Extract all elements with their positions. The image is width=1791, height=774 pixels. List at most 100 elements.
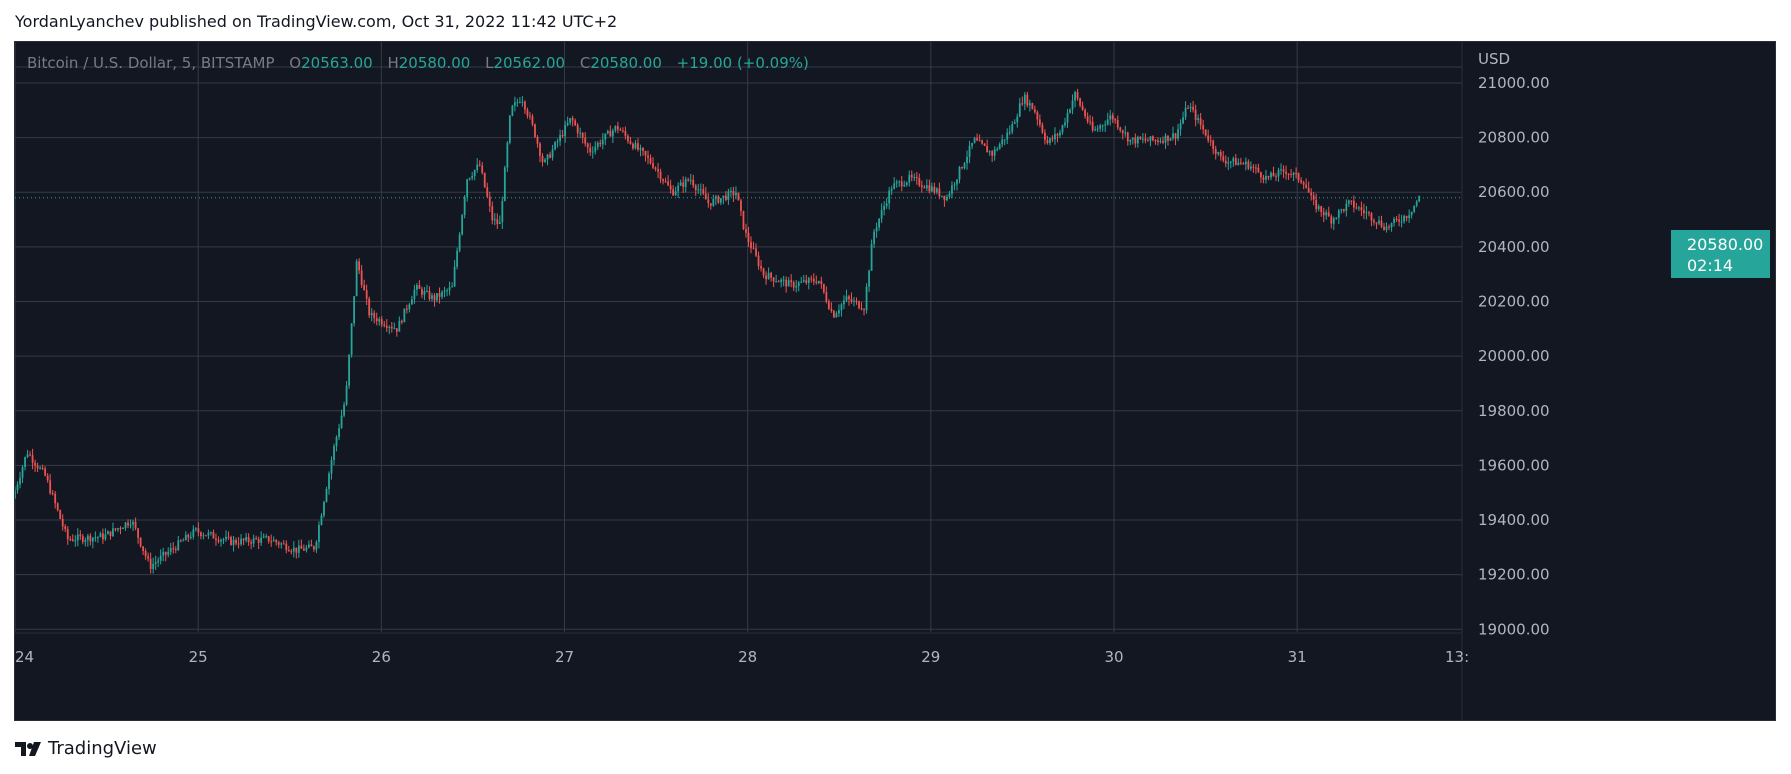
x-tick-label: 28	[738, 648, 757, 666]
candle-body	[207, 532, 210, 536]
candle-body	[561, 134, 564, 137]
candle-body	[1134, 137, 1137, 144]
candle-body	[237, 543, 240, 545]
candle-body	[292, 547, 295, 552]
candle-body	[805, 280, 808, 284]
y-tick-label: 21000.00	[1478, 74, 1550, 92]
candle-body	[348, 354, 350, 386]
candle-body	[1378, 220, 1380, 224]
candle-body	[315, 541, 318, 550]
candle-body	[456, 250, 459, 267]
candle-body	[1330, 216, 1333, 224]
candle-body	[54, 493, 57, 504]
candle-body	[885, 203, 888, 207]
candle-body	[920, 185, 923, 188]
candle-body	[1038, 119, 1041, 125]
candle-body	[1041, 124, 1044, 133]
candle-body	[1352, 200, 1355, 208]
candle-body	[1292, 172, 1295, 175]
currency-label: USD	[1478, 50, 1510, 68]
candle-body	[56, 503, 59, 511]
candle-body	[742, 210, 745, 229]
candle-body	[1358, 207, 1360, 209]
candle-body	[654, 167, 657, 170]
candle-body	[642, 147, 644, 152]
candle-body	[1217, 152, 1220, 154]
candle-body	[506, 142, 509, 168]
candle-body	[134, 521, 137, 529]
price-chart[interactable]: 19000.00 19200.00 19400.00 19600.00 19800.00…	[15, 42, 1776, 721]
candle-body	[31, 455, 34, 463]
candle-body	[1415, 201, 1418, 206]
candle-body	[1003, 139, 1006, 141]
candle-body	[820, 280, 823, 285]
candle-body	[1244, 161, 1247, 165]
candle-body	[802, 280, 805, 282]
candle-body	[1267, 175, 1270, 178]
candle-body	[81, 536, 84, 542]
candle-body	[1031, 103, 1034, 110]
tradingview-brand[interactable]: TradingView	[15, 738, 157, 759]
candle-body	[868, 270, 870, 287]
candle-body	[833, 310, 835, 318]
candle-body	[51, 493, 54, 495]
symbol-title[interactable]: Bitcoin / U.S. Dollar, 5, BITSTAMP	[27, 54, 275, 72]
candle-body	[453, 266, 456, 287]
candle-body	[961, 166, 963, 169]
candle-body	[1342, 209, 1345, 211]
candle-body	[946, 196, 948, 201]
candle-body	[938, 188, 941, 197]
candle-body	[1365, 212, 1368, 214]
candle-body	[1051, 138, 1054, 140]
candle-body	[1104, 124, 1107, 126]
candle-body	[915, 177, 918, 179]
candle-body	[1028, 103, 1031, 106]
candle-body	[554, 142, 556, 150]
candle-body	[880, 209, 883, 219]
candle-body	[895, 182, 898, 184]
candle-body	[1224, 160, 1227, 164]
candle-body	[717, 196, 720, 203]
candle-body	[257, 539, 260, 543]
candle-body	[1116, 119, 1119, 128]
candle-body	[1046, 139, 1049, 143]
candle-body	[282, 543, 285, 545]
close-label: C	[579, 54, 591, 72]
candle-body	[1129, 139, 1132, 142]
candle-body	[488, 196, 491, 207]
candle-body	[730, 190, 732, 192]
candle-body	[1192, 106, 1195, 110]
candle-body	[1373, 220, 1375, 223]
candle-body	[308, 544, 310, 548]
candle-body	[400, 320, 403, 323]
candle-body	[383, 324, 386, 326]
candle-body	[483, 172, 486, 188]
candle-body	[1199, 118, 1202, 126]
candle-body	[1036, 112, 1039, 120]
candle-body	[91, 537, 94, 542]
candle-body	[139, 537, 142, 547]
candle-body	[1287, 173, 1290, 175]
candle-body	[609, 130, 612, 137]
candle-body	[1262, 177, 1265, 180]
candle-body	[162, 552, 165, 556]
candle-body	[1149, 136, 1152, 141]
candle-body	[19, 477, 21, 485]
candle-body	[1081, 105, 1084, 110]
candle-body	[403, 308, 406, 323]
candle-body	[476, 164, 479, 171]
candle-body	[893, 183, 896, 189]
candle-body	[601, 139, 604, 145]
chart-panel[interactable]: Bitcoin / U.S. Dollar, 5, BITSTAMP O2056…	[14, 41, 1776, 721]
candle-body	[270, 541, 273, 543]
candle-body	[991, 151, 994, 156]
candle-body	[762, 268, 765, 276]
candle-body	[694, 185, 697, 190]
candle-body	[604, 133, 607, 140]
candle-body	[883, 206, 886, 210]
candle-body	[114, 528, 117, 530]
candle-body	[1350, 200, 1353, 202]
candle-body	[1234, 158, 1237, 166]
ohlc-legend: Bitcoin / U.S. Dollar, 5, BITSTAMP O2056…	[27, 54, 809, 72]
candle-body	[1139, 136, 1142, 140]
